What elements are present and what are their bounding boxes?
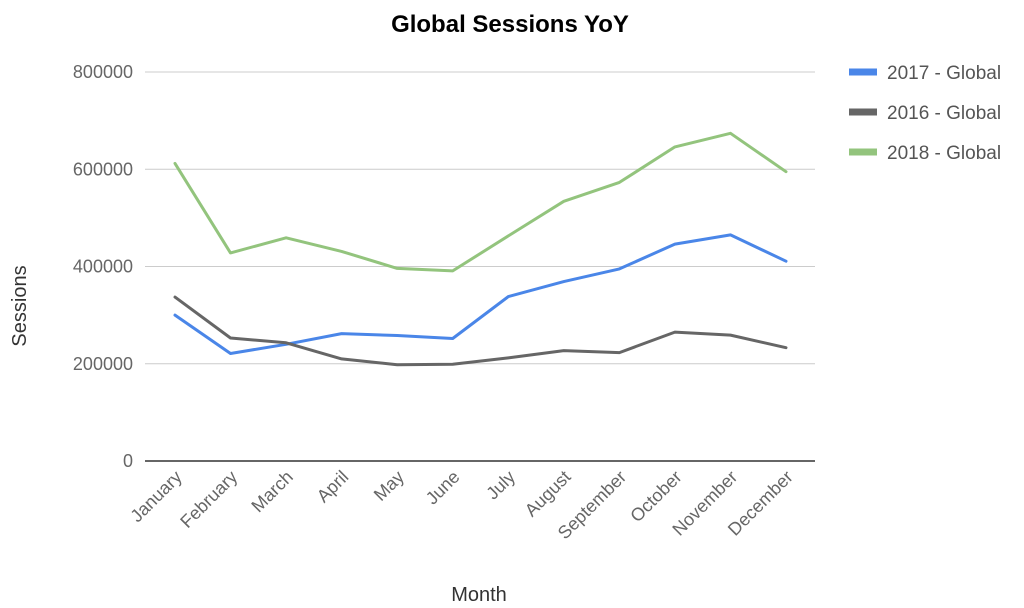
series-lines: [173, 131, 788, 367]
gridlines: [145, 71, 815, 365]
y-axis-ticks: 0 200000 400000 600000 800000: [73, 62, 133, 471]
x-tick-label: July: [482, 467, 519, 504]
series-line-1: [173, 295, 788, 367]
x-tick-label: June: [422, 467, 464, 509]
series-line-2: [173, 131, 788, 273]
y-tick-label: 0: [123, 451, 133, 471]
legend-label: 2017 - Global: [887, 63, 1001, 84]
chart-title: Global Sessions YoY: [391, 11, 629, 38]
y-tick-label: 400000: [73, 257, 133, 277]
x-tick-label: August: [521, 467, 575, 521]
legend: 2017 - Global 2016 - Global 2018 - Global: [849, 63, 1001, 164]
legend-label: 2018 - Global: [887, 143, 1001, 164]
series-line-0: [173, 233, 788, 355]
y-tick-label: 200000: [73, 354, 133, 374]
x-tick-label: April: [313, 467, 353, 507]
x-axis-label: Month: [451, 584, 507, 606]
y-axis-label: Sessions: [9, 265, 31, 346]
y-tick-label: 800000: [73, 62, 133, 82]
x-tick-label: May: [370, 467, 408, 505]
y-tick-label: 600000: [73, 159, 133, 179]
x-tick-label: February: [176, 467, 241, 532]
x-tick-label: March: [247, 467, 297, 517]
legend-label: 2016 - Global: [887, 103, 1001, 124]
